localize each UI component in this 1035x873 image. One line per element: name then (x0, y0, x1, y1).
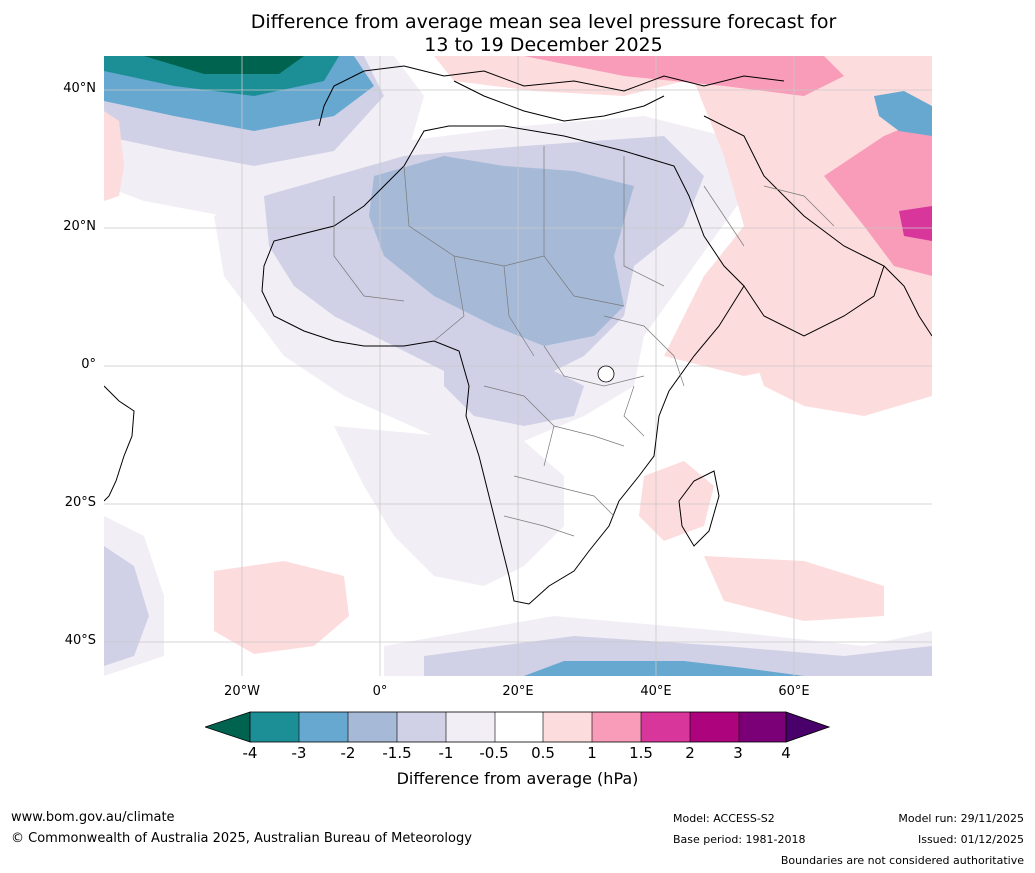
colorbar-bin-11 (739, 712, 786, 742)
colorbar-bin-8 (592, 712, 641, 742)
anomaly-madagascar-positive (639, 461, 714, 541)
colorbar-tick: -3 (291, 744, 307, 762)
colorbar-bin-3 (348, 712, 397, 742)
colorbar-tick: -1 (438, 744, 454, 762)
colorbar-bin-7 (543, 712, 592, 742)
colorbar-tick: -4 (242, 744, 258, 762)
footer-issued: Issued: 01/12/2025 (917, 833, 1024, 846)
anomaly-central-africa-moderate (444, 356, 584, 426)
footer-copyright: © Commonwealth of Australia 2025, Austra… (11, 831, 472, 846)
lat-label-40n: 40°N (63, 81, 96, 96)
colorbar-tick: -1.5 (382, 744, 412, 762)
anomaly-middle-east-weak (664, 56, 932, 376)
colorbar-bin-9 (641, 712, 690, 742)
anomaly-southern-ocean-strong (524, 661, 804, 676)
colorbar-max-arrow (785, 711, 830, 743)
anomaly-south-atlantic-positive (214, 561, 349, 654)
anomaly-sahara-strong (369, 156, 634, 346)
colorbar-tick: -0.5 (479, 744, 509, 762)
footer-website-link[interactable]: www.bom.gov.au/climate (11, 810, 175, 825)
south-america-coastline (104, 385, 135, 502)
anomaly-southwest-atlantic-moderate (104, 546, 149, 666)
lat-label-40s: 40°S (64, 633, 96, 648)
africa-coastline (261, 125, 745, 605)
colorbar-bin-10 (690, 712, 739, 742)
lat-label-20s: 20°S (64, 495, 96, 510)
arabia-coastline (703, 115, 885, 337)
lake-victoria (597, 365, 615, 383)
pressure-anomaly-map (104, 56, 932, 676)
colorbar-bin-5 (446, 712, 495, 742)
colorbar-bin-1 (250, 712, 299, 742)
anomaly-southern-africa-weak (334, 426, 564, 586)
map-title-line2: 13 to 19 December 2025 (424, 34, 663, 56)
gridlines (104, 56, 932, 676)
country-boundaries (333, 146, 835, 537)
footer-base-period: Base period: 1981-2018 (673, 833, 806, 846)
anomaly-eastern-europe-moderate (524, 56, 844, 96)
footer-model: Model: ACCESS-S2 (673, 812, 775, 825)
anomaly-india-strong (899, 206, 932, 241)
lon-label-20e: 20°E (502, 684, 534, 699)
colorbar-tick: 4 (781, 744, 791, 762)
colorbar-tick: 0.5 (531, 744, 555, 762)
lon-label-20w: 20°W (224, 684, 260, 699)
coastlines (104, 65, 932, 605)
lon-label-0: 0° (372, 684, 388, 699)
lat-label-20n: 20°N (63, 219, 96, 234)
colorbar (205, 711, 830, 743)
lat-label-equator: 0° (81, 357, 96, 372)
colorbar-tick: 1.5 (629, 744, 653, 762)
india-coastline (883, 265, 932, 337)
map-canvas (104, 56, 932, 676)
anomaly-caspian-negative (874, 91, 932, 136)
lon-label-40e: 40°E (640, 684, 672, 699)
europe-coastline (318, 65, 785, 127)
colorbar-min-arrow (205, 711, 251, 743)
colorbar-tick: 3 (733, 744, 743, 762)
map-title-line1: Difference from average mean sea level p… (250, 11, 837, 33)
mediterranean-coast (453, 80, 665, 122)
lon-label-60e: 60°E (778, 684, 810, 699)
anomaly-nw-atlantic-extreme (144, 56, 304, 74)
colorbar-tick: -2 (340, 744, 356, 762)
colorbar-tick: 2 (685, 744, 695, 762)
anomaly-west-atlantic-positive (104, 111, 124, 201)
madagascar-coastline (678, 470, 720, 547)
colorbar-tick: 1 (587, 744, 597, 762)
colorbar-bin-4 (397, 712, 446, 742)
colorbar-bin-6 (495, 712, 543, 742)
footer-disclaimer: Boundaries are not considered authoritat… (780, 854, 1024, 867)
footer-model-run: Model run: 29/11/2025 (898, 812, 1024, 825)
colorbar-label: Difference from average (hPa) (396, 769, 639, 788)
colorbar-bin-2 (299, 712, 348, 742)
